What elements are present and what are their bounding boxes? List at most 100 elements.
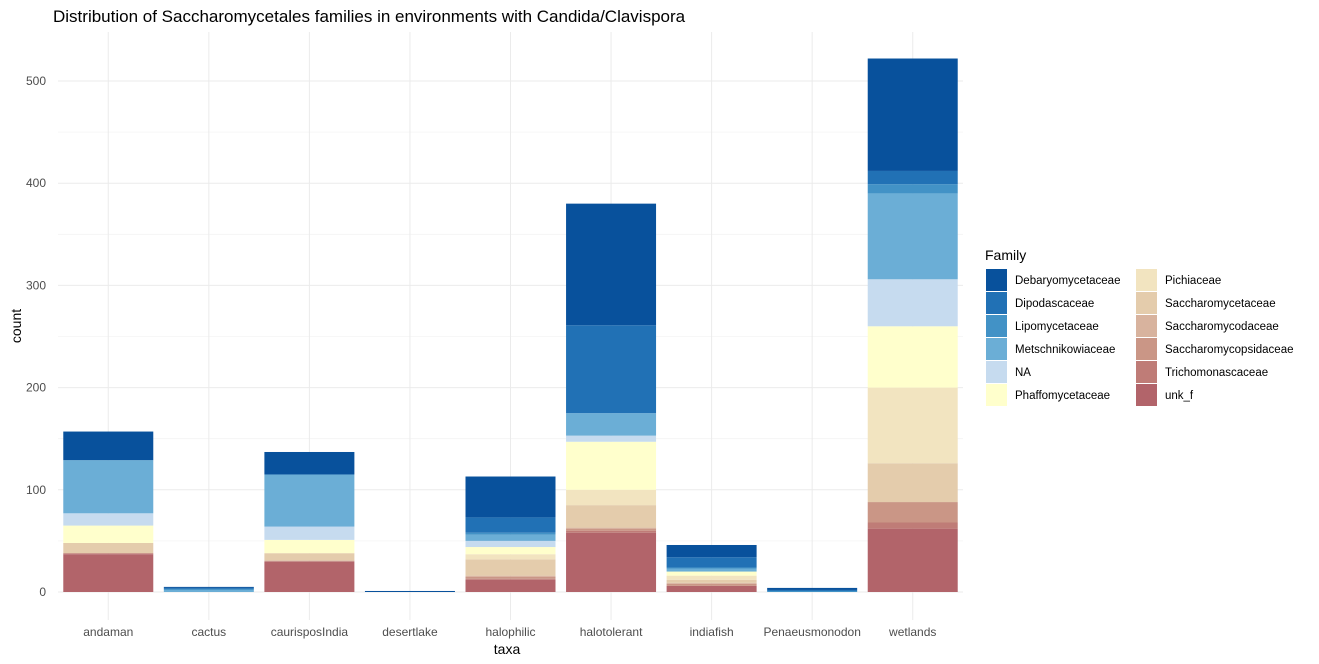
bar-segment-andaman-unk-f — [63, 554, 154, 592]
bar-segment-halotolerant-dipodascaceae — [566, 325, 657, 414]
bar-segment-andaman-saccharomycetaceae — [63, 542, 154, 554]
bar-segment-halotolerant-trichomonascaceae — [566, 530, 657, 533]
legend-key-phaffomycetaceae — [986, 384, 1007, 406]
bar-segment-halophilic-dipodascaceae — [465, 517, 556, 533]
x-tick-label-indiafish: indiafish — [690, 625, 734, 639]
x-tick-label-halophilic: halophilic — [485, 625, 535, 639]
bar-segment-andaman-debaryomycetaceae — [63, 431, 154, 461]
x-tick-label-desertlake: desertlake — [382, 625, 438, 639]
legend-key-pichiaceae — [1136, 269, 1157, 291]
bar-segment-caurisposindia-metschnikowiaceae — [264, 474, 355, 527]
bar-segment-indiafish-lipomycetaceae — [666, 567, 757, 569]
legend-key-dipodascaceae — [986, 292, 1007, 314]
bar-segment-caurisposindia-unk-f — [264, 561, 355, 592]
legend-label-lipomycetaceae: Lipomycetaceae — [1015, 321, 1099, 333]
x-tick-label-halotolerant: halotolerant — [580, 625, 643, 639]
bar-segment-wetlands-na — [867, 279, 958, 327]
bar-stack-caurisposindia — [264, 451, 355, 592]
bar-segment-indiafish-unk-f — [666, 585, 757, 592]
bar-segment-halotolerant-phaffomycetaceae — [566, 441, 657, 490]
bar-segment-caurisposindia-debaryomycetaceae — [264, 451, 355, 475]
bar-segment-halotolerant-na — [566, 435, 657, 442]
bar-segment-halophilic-lipomycetaceae — [465, 532, 556, 535]
bar-segment-wetlands-saccharomycopsidaceae — [867, 502, 958, 523]
bar-segment-andaman-phaffomycetaceae — [63, 525, 154, 543]
bar-segment-halophilic-saccharomycodaceae — [465, 575, 556, 577]
bar-segment-caurisposindia-phaffomycetaceae — [264, 539, 355, 554]
bar-segment-cactus-lipomycetaceae — [163, 588, 254, 590]
bar-segment-andaman-trichomonascaceae — [63, 553, 154, 555]
bar-segment-halophilic-saccharomycetaceae — [465, 559, 556, 576]
bar-segment-halotolerant-metschnikowiaceae — [566, 413, 657, 436]
bar-segment-indiafish-saccharomycopsidaceae — [666, 583, 757, 586]
bar-segment-halophilic-debaryomycetaceae — [465, 476, 556, 518]
x-axis-title: taxa — [494, 641, 521, 657]
bar-segment-penaeusmonodon-dipodascaceae — [767, 589, 858, 591]
bar-stack-penaeusmonodon — [767, 587, 858, 592]
legend-label-metschnikowiaceae: Metschnikowiaceae — [1015, 344, 1115, 356]
bar-segment-halophilic-phaffomycetaceae — [465, 547, 556, 555]
bar-segment-wetlands-lipomycetaceae — [867, 184, 958, 194]
bar-stack-desertlake — [364, 590, 455, 592]
bar-segment-penaeusmonodon-debaryomycetaceae — [767, 587, 858, 590]
bar-stack-halotolerant — [566, 203, 657, 592]
bar-segment-desertlake-debaryomycetaceae — [364, 590, 455, 592]
x-tick-label-andaman: andaman — [83, 625, 133, 639]
bar-segment-halophilic-unk-f — [465, 579, 556, 592]
legend-key-debaryomycetaceae — [986, 269, 1007, 291]
y-tick-label: 100 — [26, 483, 46, 497]
bar-segment-wetlands-debaryomycetaceae — [867, 58, 958, 171]
legend-label-na: NA — [1015, 367, 1031, 379]
x-tick-label-penaeusmonodon: Penaeusmonodon — [763, 625, 860, 639]
legend-label-unk-f: unk_f — [1165, 390, 1194, 402]
bar-segment-indiafish-debaryomycetaceae — [666, 544, 757, 558]
bar-segment-halotolerant-unk-f — [566, 532, 657, 592]
bar-segment-indiafish-dipodascaceae — [666, 557, 757, 568]
bar-segment-indiafish-pichiaceae — [666, 575, 757, 580]
bar-segment-penaeusmonodon-lipomycetaceae — [767, 590, 858, 592]
bar-segment-halotolerant-debaryomycetaceae — [566, 203, 657, 326]
bar-segment-indiafish-phaffomycetaceae — [666, 571, 757, 576]
y-tick-label: 200 — [26, 381, 46, 395]
legend-key-unk-f — [1136, 384, 1157, 406]
legend-key-saccharomycodaceae — [1136, 315, 1157, 337]
bar-segment-andaman-metschnikowiaceae — [63, 460, 154, 514]
bar-segment-halophilic-trichomonascaceae — [465, 578, 556, 580]
legend-title: Family — [985, 247, 1026, 263]
legend-label-pichiaceae: Pichiaceae — [1165, 275, 1221, 287]
bar-stack-andaman — [63, 431, 154, 592]
bar-segment-halophilic-metschnikowiaceae — [465, 534, 556, 541]
bar-segment-halotolerant-saccharomycopsidaceae — [566, 528, 657, 531]
bar-segment-wetlands-dipodascaceae — [867, 170, 958, 185]
bar-stack-wetlands — [867, 58, 958, 592]
legend-key-lipomycetaceae — [986, 315, 1007, 337]
y-tick-label: 400 — [26, 176, 46, 190]
bar-stack-indiafish — [666, 544, 757, 592]
bar-segment-halotolerant-saccharomycodaceae — [566, 527, 657, 529]
bar-segment-caurisposindia-saccharomycetaceae — [264, 553, 355, 561]
legend-label-debaryomycetaceae: Debaryomycetaceae — [1015, 275, 1120, 287]
legend-label-saccharomycopsidaceae: Saccharomycopsidaceae — [1165, 344, 1294, 356]
bar-segment-halophilic-pichiaceae — [465, 554, 556, 560]
legend: Family Debaryomycetaceae Dipodascaceae Lip… — [985, 247, 1294, 406]
bar-segment-caurisposindia-na — [264, 526, 355, 540]
bar-segment-halophilic-na — [465, 540, 556, 548]
legend-label-saccharomycetaceae: Saccharomycetaceae — [1165, 298, 1276, 310]
bar-segment-wetlands-pichiaceae — [867, 387, 958, 464]
legend-key-saccharomycetaceae — [1136, 292, 1157, 314]
legend-label-dipodascaceae: Dipodascaceae — [1015, 298, 1094, 310]
legend-key-na — [986, 361, 1007, 383]
bar-segment-andaman-na — [63, 513, 154, 526]
legend-label-saccharomycodaceae: Saccharomycodaceae — [1165, 321, 1279, 333]
legend-key-metschnikowiaceae — [986, 338, 1007, 360]
legend-key-saccharomycopsidaceae — [1136, 338, 1157, 360]
bar-segment-wetlands-phaffomycetaceae — [867, 326, 958, 388]
y-axis-title: count — [8, 309, 24, 343]
y-axis-ticks: 0 100 200 300 400 500 — [26, 74, 46, 599]
chart-title: Distribution of Saccharomycetales famili… — [53, 7, 686, 26]
bar-segment-halotolerant-pichiaceae — [566, 489, 657, 506]
bar-segment-indiafish-metschnikowiaceae — [666, 568, 757, 572]
y-tick-label: 500 — [26, 74, 46, 88]
bar-segment-caurisposindia-saccharomycodaceae — [264, 560, 355, 562]
